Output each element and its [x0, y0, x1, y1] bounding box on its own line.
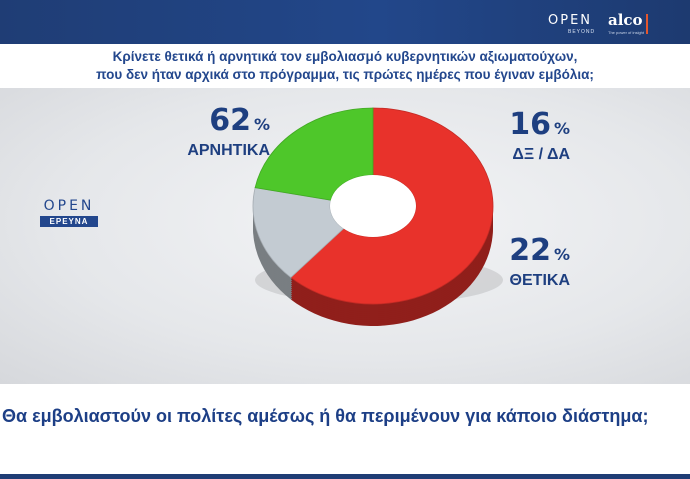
percent-sign-negative: % [253, 115, 270, 134]
question-line-1: Κρίνετε θετικά ή αρνητικά τον εμβολιασμό… [112, 49, 578, 64]
brand-divider [646, 14, 648, 34]
question-line-2: που δεν ήταν αρχικά στο πρόγραμμα, τις π… [96, 67, 594, 82]
alco-brand-subtitle: The power of insight [608, 30, 645, 35]
category-label-negative: ΑΡΝΗΤΙΚΑ [187, 142, 270, 159]
label-negative: 62% ΑΡΝΗΤΙΚΑ [160, 106, 270, 160]
open-logo-word: OPEN [43, 198, 95, 214]
alco-brand-logo: alco [608, 11, 643, 29]
chart-stage: OPEN ΕΡΕΥΝΑ 62% ΑΡΝΗΤΙΚΑ 16% ΔΞ / ΔΑ 22%… [0, 88, 690, 384]
percent-sign-neutral: % [553, 119, 570, 138]
open-research-logo: OPEN ΕΡΕΥΝΑ [40, 198, 98, 227]
donut-chart [252, 107, 503, 326]
label-positive: 22% ΘΕΤΙΚΑ [470, 236, 570, 290]
category-label-positive: ΘΕΤΙΚΑ [509, 272, 570, 289]
value-label-positive: 22 [509, 233, 551, 268]
open-brand-subtitle: BEYOND [568, 29, 596, 35]
percent-sign-positive: % [553, 245, 570, 264]
open-logo-tag: ΕΡΕΥΝΑ [40, 216, 98, 227]
donut-hole [330, 175, 416, 237]
value-label-neutral: 16 [509, 107, 551, 142]
bottom-banner [0, 474, 690, 479]
value-label-negative: 62 [209, 103, 251, 138]
category-label-neutral: ΔΞ / ΔΑ [512, 146, 570, 163]
label-neutral: 16% ΔΞ / ΔΑ [470, 110, 570, 164]
top-banner: OPEN BEYOND alco The power of insight [0, 0, 690, 44]
question-band: Κρίνετε θετικά ή αρνητικά τον εμβολιασμό… [0, 44, 690, 88]
open-brand-logo: OPEN [548, 13, 593, 28]
next-question-caption: Θα εμβολιαστούν οι πολίτες αμέσως ή θα π… [2, 406, 649, 426]
